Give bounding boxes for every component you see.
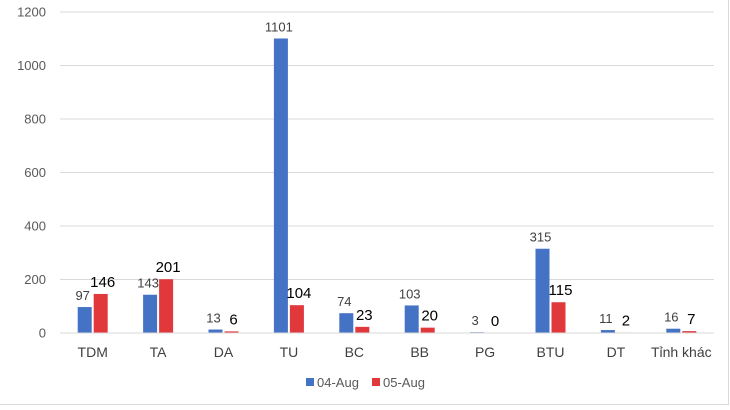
- legend: 04-Aug 05-Aug: [306, 375, 425, 390]
- bar-series1: [143, 294, 158, 333]
- y-axis-ticks: 0 200 400 600 800 1000 1200: [17, 5, 46, 341]
- data-label: 7: [687, 311, 695, 328]
- legend-label: 04-Aug: [317, 375, 359, 390]
- bar-series2: [682, 331, 697, 333]
- bar-series2: [551, 302, 566, 333]
- data-label: 201: [156, 259, 181, 276]
- data-label: 146: [90, 274, 115, 291]
- legend-swatch: [372, 378, 380, 386]
- data-label: 1101: [265, 19, 293, 34]
- data-label: 16: [664, 310, 678, 325]
- y-tick-label: 1200: [17, 5, 46, 20]
- bars: [77, 38, 697, 334]
- data-label: 74: [337, 294, 351, 309]
- y-tick-label: 1000: [17, 58, 46, 73]
- data-label: 23: [356, 307, 373, 324]
- legend-swatch: [306, 378, 314, 386]
- data-label: 103: [399, 286, 421, 301]
- bar-series2: [93, 293, 108, 333]
- x-tick-label: DA: [214, 344, 234, 360]
- bar-series1: [535, 248, 550, 333]
- data-label: 20: [421, 308, 438, 325]
- x-tick-label: BB: [410, 344, 429, 360]
- data-label: 2: [622, 312, 630, 329]
- bar-series2: [355, 326, 370, 333]
- data-label: 6: [229, 311, 237, 328]
- data-label: 13: [206, 311, 220, 326]
- bar-series1: [77, 307, 92, 333]
- bar-series2: [420, 327, 435, 333]
- data-label: 97: [75, 288, 89, 303]
- data-label: 104: [286, 285, 311, 302]
- bar-series1: [404, 305, 419, 333]
- y-tick-label: 800: [24, 112, 46, 127]
- y-tick-label: 600: [24, 165, 46, 180]
- data-label: 3: [471, 313, 478, 328]
- legend-label: 05-Aug: [383, 375, 425, 390]
- bar-series1: [666, 328, 681, 333]
- x-tick-label: DT: [607, 344, 626, 360]
- bar-series2: [224, 331, 239, 333]
- x-tick-label: BC: [345, 344, 364, 360]
- bar-series1: [208, 329, 223, 333]
- x-axis-ticks: TDM TA DA TU BC BB PG BTU DT Tỉnh khác: [60, 332, 714, 360]
- x-tick-label: BTU: [537, 344, 565, 360]
- x-tick-label: TA: [150, 344, 168, 360]
- data-label: 11: [599, 311, 613, 326]
- x-tick-label: Tỉnh khác: [651, 344, 712, 360]
- x-tick-label: TDM: [78, 344, 108, 360]
- data-label: 315: [530, 230, 552, 245]
- x-tick-label: PG: [475, 344, 495, 360]
- y-tick-label: 200: [24, 272, 46, 287]
- y-tick-label: 400: [24, 219, 46, 234]
- bar-series2: [289, 305, 304, 333]
- y-tick-label: 0: [39, 326, 46, 341]
- bar-series1: [339, 313, 354, 333]
- bar-series1: [273, 38, 288, 334]
- bar-series1: [600, 330, 615, 333]
- bar-series2: [159, 279, 174, 333]
- data-label: 0: [491, 313, 499, 330]
- data-label: 115: [549, 282, 573, 299]
- x-tick-label: TU: [280, 344, 299, 360]
- data-label: 143: [137, 276, 159, 291]
